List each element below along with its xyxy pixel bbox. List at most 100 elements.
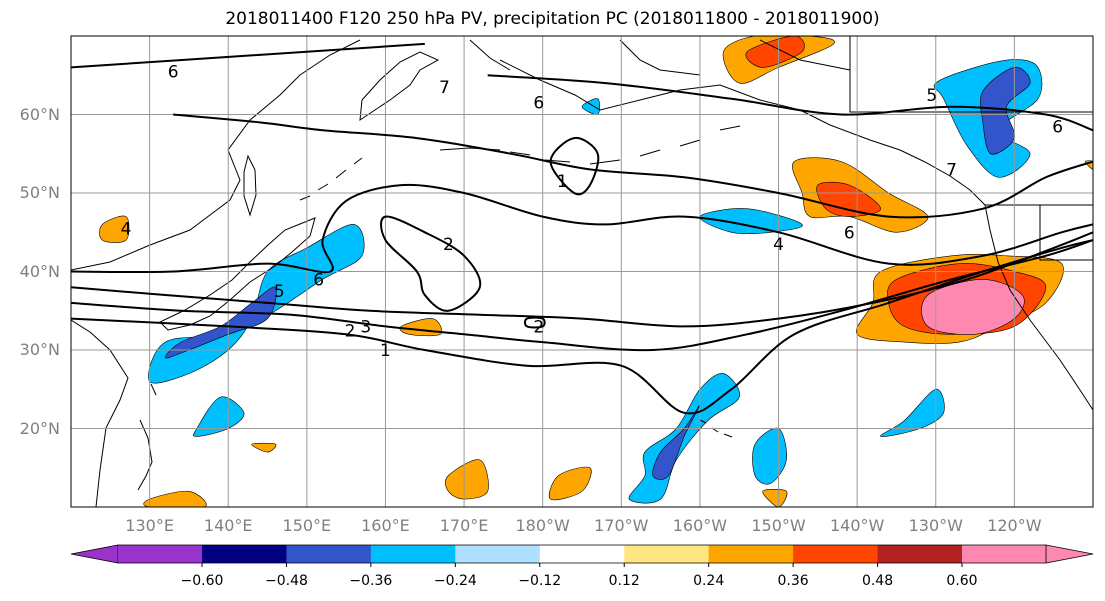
alaska-interior	[469, 39, 851, 76]
map-frame	[70, 35, 1094, 508]
contour-label: 4	[121, 219, 132, 239]
longitude-label: 130°W	[908, 516, 963, 535]
colorbar-tick-label: 0.60	[946, 573, 978, 589]
contour-label: 6	[844, 223, 855, 243]
colorbar-bin	[455, 545, 541, 563]
contour-label: 1	[557, 172, 568, 192]
precip-area-24	[762, 489, 788, 507]
aleutian-islands	[439, 125, 741, 165]
precip-area-18	[399, 318, 443, 337]
border-lines	[849, 36, 1093, 261]
longitude-label: 160°E	[361, 516, 410, 535]
longitude-label: 120°W	[987, 516, 1042, 535]
contour-label: 5	[926, 86, 937, 106]
latitude-label: 60°N	[19, 104, 60, 124]
contour-label: 6	[313, 270, 324, 290]
gridlines	[71, 36, 1093, 507]
colorbar-bin	[793, 545, 879, 563]
alaska-coastline	[499, 59, 1093, 411]
colorbar-bin	[286, 545, 372, 563]
latitude-label: 50°N	[19, 183, 60, 202]
precip-area-21	[548, 466, 592, 501]
longitude-label: 180°W	[515, 516, 570, 535]
contour-label: 3	[360, 317, 371, 337]
colorbar-bin	[202, 545, 287, 563]
precip-area-5	[979, 67, 1031, 155]
contour-label: 2	[533, 317, 544, 337]
contour-label: 4	[773, 235, 784, 255]
colorbar-bin	[118, 545, 202, 563]
longitude-label: 140°E	[203, 516, 253, 535]
contour-label: 7	[946, 160, 957, 180]
longitude-label: 170°E	[439, 516, 489, 535]
latitude-label: 20°N	[19, 418, 60, 438]
colorbar-bin	[877, 545, 963, 563]
longitude-label: 150°W	[751, 516, 806, 535]
precip-area-6	[699, 208, 803, 235]
colorbar-bin	[370, 545, 456, 563]
sakhalin-coastline	[243, 154, 257, 217]
longitude-label: 150°E	[282, 516, 332, 535]
pv-contours	[71, 42, 1093, 415]
precip-area-10	[581, 98, 600, 115]
colorbar-bin	[539, 545, 625, 563]
colorbar-outline	[118, 544, 1046, 564]
colorbar-tick-label: 0.24	[693, 573, 725, 589]
longitude-label: 130°E	[125, 516, 174, 535]
contour-label: 6	[533, 94, 544, 114]
contour-label: 6	[168, 62, 179, 82]
map-title: 2018011400 F120 250 hPa PV, precipitatio…	[225, 9, 880, 29]
precip-area-20	[445, 459, 489, 500]
colorbar-tick-label: −0.48	[264, 573, 308, 589]
colorbar-tick-label: −0.12	[518, 573, 562, 589]
latitude-label: 40°N	[19, 261, 60, 281]
longitude-label: 160°W	[672, 516, 728, 535]
asia-coastline	[71, 319, 129, 507]
pv-contour-line	[487, 74, 1093, 132]
longitude-label: 170°W	[594, 516, 649, 535]
colorbar-tick-label: 0.12	[608, 573, 640, 589]
contour-label: 1	[380, 341, 391, 361]
precip-area-22	[143, 490, 207, 507]
colorbar-bin	[624, 545, 710, 563]
colorbar-tick-label: 0.48	[861, 573, 894, 589]
precip-area-19	[99, 215, 130, 243]
colorbar-bin	[708, 545, 794, 563]
colorbar-extend-high	[1045, 544, 1094, 564]
colorbar-tick-label: −0.36	[349, 573, 393, 589]
precip-area-9	[752, 427, 787, 485]
colorbar-tick-label: −0.60	[180, 573, 224, 589]
colorbar-tick-label: 0.36	[777, 573, 809, 589]
colorbar	[70, 544, 1094, 567]
pv-contour-line	[71, 42, 425, 69]
kamchatka-coastline	[359, 51, 440, 122]
colorbar-bin	[962, 545, 1046, 563]
taiwan-philippines	[137, 383, 157, 491]
japan-coastline	[159, 217, 316, 331]
longitude-label: 140°W	[829, 516, 885, 535]
contour-label: 7	[439, 78, 450, 98]
kuril-islands	[299, 157, 363, 201]
precip-area-17	[745, 36, 805, 68]
pv-contour-line	[71, 183, 1093, 274]
pv-contour-line	[549, 137, 600, 196]
pv-contour-line	[173, 113, 1093, 219]
precip-area-7	[880, 388, 945, 437]
precip-area-8	[193, 396, 245, 437]
precip-area-2	[628, 373, 740, 504]
pv-contour-line	[523, 316, 546, 329]
pv-contour-line	[71, 239, 1093, 415]
pv-contour-line	[71, 231, 1093, 328]
contour-label: 5	[274, 282, 285, 302]
coastline-layer	[71, 36, 1093, 507]
latitude-label: 30°N	[19, 340, 60, 359]
colorbar-tick-label: −0.24	[433, 573, 477, 589]
colorbar-extend-low	[70, 544, 119, 564]
contour-label: 2	[345, 321, 356, 341]
contour-label: 2	[443, 235, 454, 255]
pv-contour-line	[380, 215, 482, 312]
contour-label: 6	[1052, 117, 1063, 137]
pv-contour-line	[71, 239, 1093, 352]
